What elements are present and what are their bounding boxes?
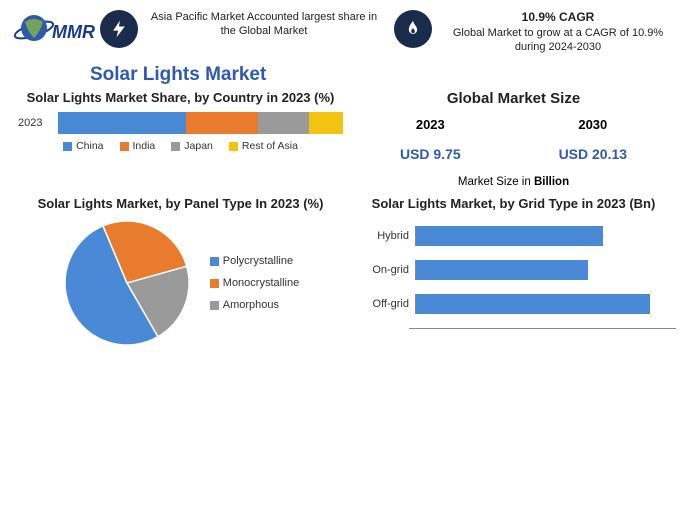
pie-svg [62, 218, 192, 348]
flame-icon [394, 10, 432, 48]
fact-cagr-title: 10.9% CAGR [440, 10, 676, 26]
market-size-col: 2030USD 20.13 [559, 117, 627, 162]
grid-type-title: Solar Lights Market, by Grid Type in 202… [351, 196, 676, 212]
share-seg-india [186, 112, 257, 134]
bar-row-off-grid: Off-grid [357, 294, 676, 314]
market-size-col: 2023USD 9.75 [400, 117, 461, 162]
share-chart-title: Solar Lights Market Share, by Country in… [18, 90, 343, 106]
grid-type-chart: Solar Lights Market, by Grid Type in 202… [351, 196, 676, 348]
svg-text:MMR: MMR [52, 22, 95, 42]
pie-legend-item: Polycrystalline [210, 255, 299, 267]
share-stacked-bar [58, 112, 343, 134]
market-size-note: Market Size in Billion [351, 176, 676, 188]
fact-cagr: 10.9% CAGR Global Market to grow at a CA… [394, 10, 676, 54]
fact-asia-pacific: Asia Pacific Market Accounted largest sh… [100, 10, 382, 48]
market-size-title: Global Market Size [351, 90, 676, 109]
pie-legend: Polycrystalline Monocrystalline Amorphous [210, 245, 299, 321]
bar-row-on-grid: On-grid [357, 260, 676, 280]
market-size-columns: 2023USD 9.75 2030USD 20.13 [351, 117, 676, 162]
bar-row-hybrid: Hybrid [357, 226, 676, 246]
fact-cagr-text: 10.9% CAGR Global Market to grow at a CA… [440, 10, 676, 54]
share-seg-rest-of-asia [309, 112, 343, 134]
bolt-icon [100, 10, 138, 48]
share-legend-item: India [120, 140, 156, 152]
pie-legend-item: Monocrystalline [210, 277, 299, 289]
panel-type-chart: Solar Lights Market, by Panel Type In 20… [18, 196, 343, 348]
share-legend: China India Japan Rest of Asia [18, 140, 343, 152]
fact-asia-text: Asia Pacific Market Accounted largest sh… [146, 10, 382, 39]
grid-bars: Hybrid On-grid Off-grid [351, 226, 676, 314]
grid-axis [409, 328, 676, 329]
market-size-panel: Global Market Size 2023USD 9.75 2030USD 2… [351, 90, 676, 188]
share-legend-item: Japan [171, 140, 213, 152]
share-seg-china [58, 112, 186, 134]
pie-legend-item: Amorphous [210, 299, 299, 311]
share-chart: Solar Lights Market Share, by Country in… [18, 90, 343, 188]
share-legend-item: China [63, 140, 103, 152]
fact-cagr-body: Global Market to grow at a CAGR of 10.9%… [453, 27, 663, 53]
share-row-label: 2023 [18, 117, 50, 129]
share-seg-japan [258, 112, 309, 134]
mmr-logo: MMR [12, 8, 96, 57]
main-title: Solar Lights Market [90, 64, 694, 86]
panel-type-title: Solar Lights Market, by Panel Type In 20… [18, 196, 343, 212]
share-legend-item: Rest of Asia [229, 140, 298, 152]
top-facts-row: Asia Pacific Market Accounted largest sh… [0, 0, 694, 58]
